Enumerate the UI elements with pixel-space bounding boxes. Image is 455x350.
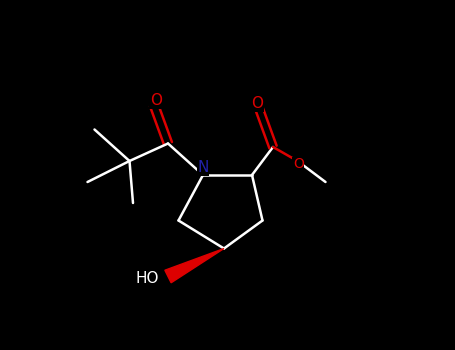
Text: HO: HO: [135, 271, 159, 286]
Text: O: O: [251, 97, 263, 111]
Text: N: N: [197, 161, 209, 175]
Text: O: O: [293, 158, 303, 172]
Text: O: O: [150, 93, 162, 108]
Polygon shape: [165, 248, 224, 283]
